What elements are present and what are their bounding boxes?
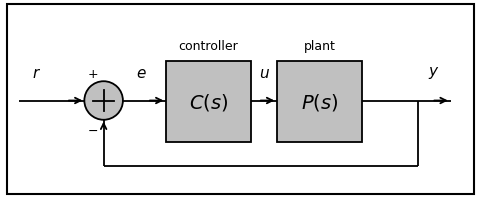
Text: +: + [88, 67, 98, 80]
Text: $e$: $e$ [136, 65, 147, 80]
Text: $C(s)$: $C(s)$ [189, 92, 228, 113]
Text: −: − [88, 124, 98, 137]
Text: controller: controller [179, 40, 238, 53]
Text: $y$: $y$ [428, 65, 440, 81]
Bar [166, 62, 251, 142]
Ellipse shape [84, 82, 123, 120]
Text: plant: plant [303, 40, 335, 53]
Text: $u$: $u$ [259, 65, 269, 80]
Text: $r$: $r$ [32, 65, 40, 80]
Text: $P(s)$: $P(s)$ [301, 92, 338, 113]
Bar [277, 62, 362, 142]
